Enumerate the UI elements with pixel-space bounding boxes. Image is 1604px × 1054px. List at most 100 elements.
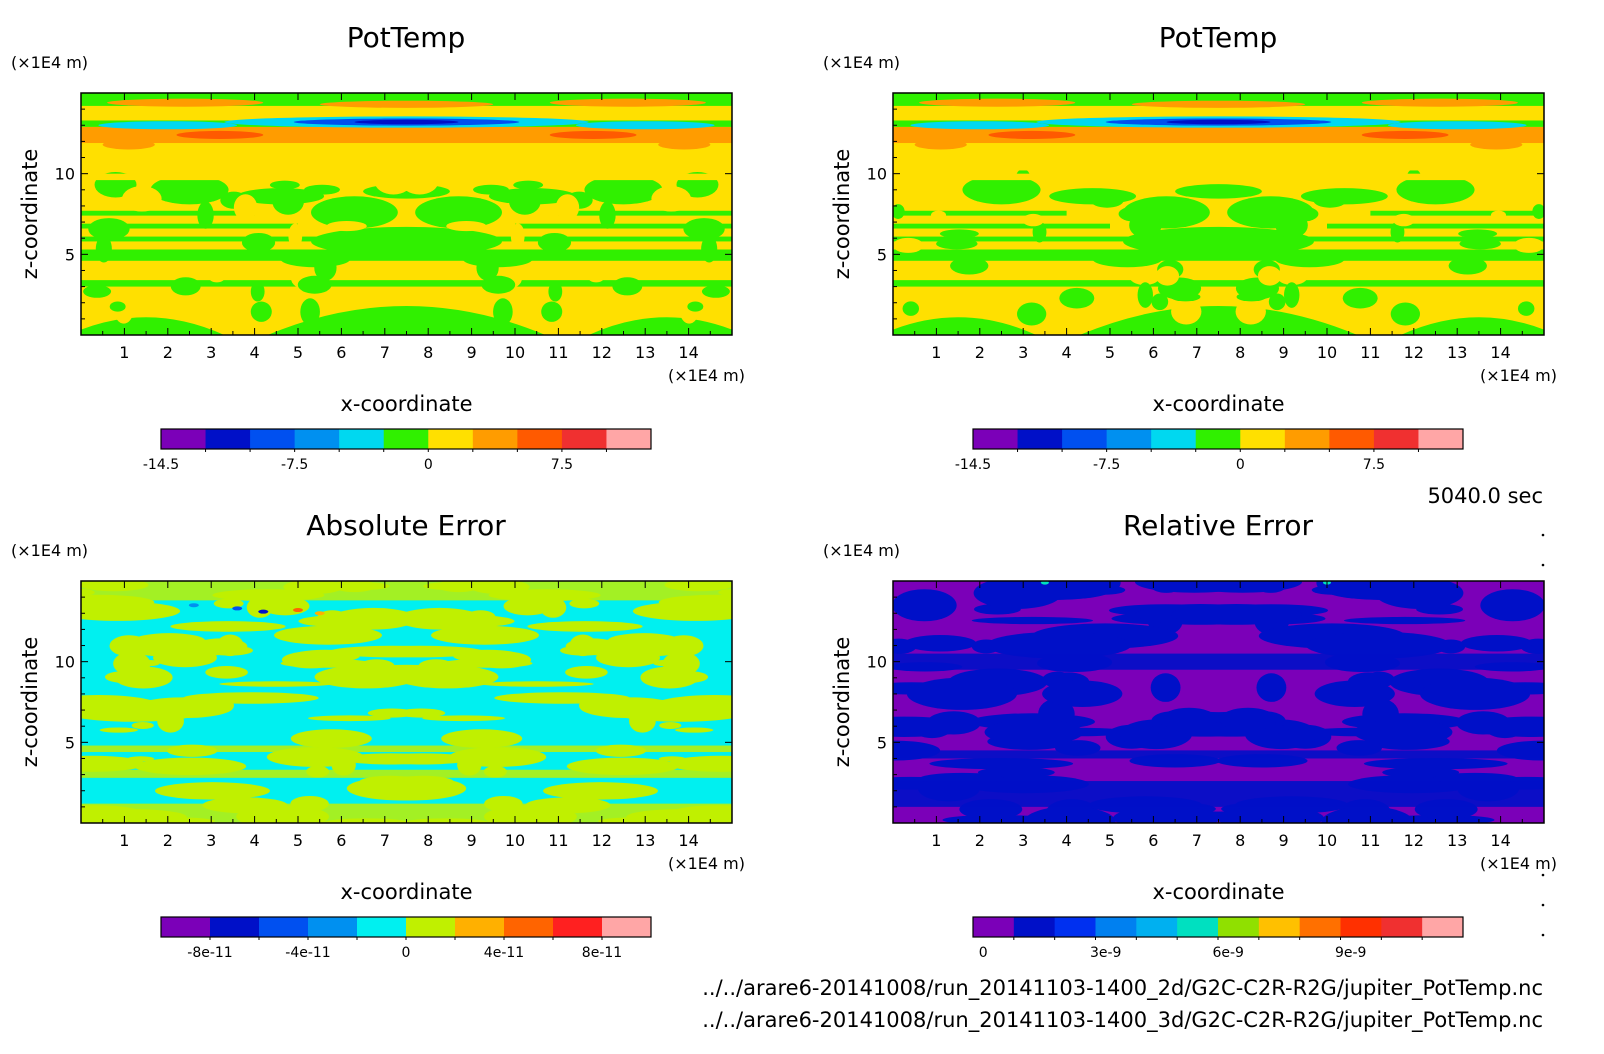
x-tick-label: 7 <box>380 831 390 850</box>
colorbar-swatch <box>553 917 603 937</box>
colorbar: -14.5 -7.5 0 7.5 <box>955 428 1464 473</box>
x-tick-label: 12 <box>1404 831 1424 850</box>
x-tick-label: 1 <box>119 831 129 850</box>
colorbar-label: 0 <box>1236 457 1245 473</box>
y-axis-label: z-coordinate <box>830 149 854 280</box>
x-tick-label: 8 <box>1235 831 1245 850</box>
x-tick-label: 7 <box>1192 343 1202 362</box>
colorbar-swatch <box>973 917 1015 937</box>
colorbar-label: -4e-11 <box>285 945 330 961</box>
colorbar-swatch <box>1329 429 1375 449</box>
x-tick-label: 12 <box>592 831 612 850</box>
colorbar: 0 3e-9 6e-9 9e-9 <box>972 916 1464 961</box>
x-tick-label: 4 <box>1062 343 1072 362</box>
colorbar-swatch <box>1422 917 1464 937</box>
x-tick-label: 14 <box>1490 343 1510 362</box>
x-tick-label: 6 <box>1148 831 1158 850</box>
x-tick-label: 11 <box>548 343 568 362</box>
colorbar-label: 4e-11 <box>484 945 524 961</box>
colorbar-swatch <box>294 429 340 449</box>
x-tick-label: 13 <box>1447 831 1467 850</box>
colorbar-swatch <box>1340 917 1382 937</box>
x-tick-label: 5 <box>1105 343 1115 362</box>
margin-dots <box>1541 533 1545 937</box>
colorbar-swatch <box>428 429 474 449</box>
x-tick-label: 2 <box>163 343 173 362</box>
x-unit-label: (×1E4 m) <box>668 366 745 385</box>
colorbar-swatch <box>606 429 652 449</box>
colorbar-swatch <box>1240 429 1286 449</box>
panel-1: PotTemp(×1E4 m)1 2 3 4 5 6 7 8 9 10 11 12 13 14510(×1… <box>11 21 745 473</box>
y-tick-label: 5 <box>877 733 887 752</box>
colorbar-swatch <box>602 917 652 937</box>
x-tick-label: 14 <box>678 343 698 362</box>
colorbar-swatch <box>250 429 296 449</box>
colorbar-label: -8e-11 <box>187 945 232 961</box>
colorbar-swatch <box>973 429 1019 449</box>
y-axis-label: z-coordinate <box>18 637 42 768</box>
y-tick-label: 5 <box>65 245 75 264</box>
colorbar-swatch <box>383 429 429 449</box>
x-tick-label: 10 <box>1317 343 1337 362</box>
x-axis-label: x-coordinate <box>1152 880 1284 904</box>
colorbar-label: 0 <box>979 945 988 961</box>
colorbar-swatch <box>1017 429 1063 449</box>
x-tick-label: 5 <box>293 343 303 362</box>
x-tick-label: 12 <box>1404 343 1424 362</box>
heatmap-field <box>81 581 732 823</box>
colorbar-swatch <box>1381 917 1423 937</box>
colorbar-label: -14.5 <box>143 457 179 473</box>
x-tick-label: 11 <box>548 831 568 850</box>
colorbar-swatch <box>1177 917 1219 937</box>
colorbar-swatch <box>1151 429 1197 449</box>
heatmap-field <box>893 581 1544 823</box>
colorbar-label: 3e-9 <box>1090 945 1121 961</box>
colorbar-label: 0 <box>424 457 433 473</box>
x-axis-label: x-coordinate <box>340 392 472 416</box>
colorbar-label: 8e-11 <box>582 945 622 961</box>
colorbar: -14.5 -7.5 0 7.5 <box>143 428 652 473</box>
colorbar-swatch <box>259 917 309 937</box>
x-tick-label: 5 <box>1105 831 1115 850</box>
colorbar-label: 9e-9 <box>1335 945 1366 961</box>
colorbar-swatch <box>1062 429 1108 449</box>
colorbar-swatch <box>517 429 563 449</box>
colorbar-label: -14.5 <box>955 457 991 473</box>
colorbar-frame <box>160 428 652 450</box>
x-tick-label: 2 <box>975 831 985 850</box>
x-tick-label: 4 <box>250 831 260 850</box>
x-tick-label: 9 <box>1279 831 1289 850</box>
colorbar-swatch <box>210 917 260 937</box>
x-tick-label: 1 <box>119 343 129 362</box>
x-tick-label: 4 <box>1062 831 1072 850</box>
x-tick-label: 10 <box>505 343 525 362</box>
heatmap-field <box>893 93 1544 335</box>
y-unit-label: (×1E4 m) <box>823 53 900 72</box>
colorbar-swatch <box>1054 917 1096 937</box>
x-tick-label: 3 <box>1018 343 1028 362</box>
x-tick-label: 7 <box>1192 831 1202 850</box>
x-tick-label: 4 <box>250 343 260 362</box>
x-tick-label: 1 <box>931 343 941 362</box>
colorbar-swatch <box>339 429 385 449</box>
x-tick-label: 13 <box>635 831 655 850</box>
heatmap-field <box>81 93 732 335</box>
x-tick-label: 12 <box>592 343 612 362</box>
colorbar-label: 6e-9 <box>1212 945 1243 961</box>
colorbar: -8e-11 -4e-11 0 4e-11 8e-11 <box>160 916 652 961</box>
colorbar-swatch <box>1218 917 1260 937</box>
y-unit-label: (×1E4 m) <box>11 541 88 560</box>
x-tick-label: 1 <box>931 831 941 850</box>
colorbar-swatch <box>472 429 518 449</box>
colorbar-swatch <box>1013 917 1056 937</box>
colorbar-swatch <box>561 429 607 449</box>
colorbar-label: -7.5 <box>281 457 308 473</box>
x-unit-label: (×1E4 m) <box>1480 366 1557 385</box>
panel-title: Absolute Error <box>306 509 506 542</box>
x-tick-label: 6 <box>336 831 346 850</box>
colorbar-label: 7.5 <box>1363 457 1385 473</box>
panel-4: Relative Error(×1E4 m)1 2 3 4 5 6 7 8 9 10 11 12 13 1… <box>823 509 1557 961</box>
x-tick-label: 3 <box>206 343 216 362</box>
panel-2: PotTemp(×1E4 m)1 2 3 4 5 6 7 8 9 10 11 12 13 14510(×1… <box>823 21 1557 473</box>
colorbar-swatch <box>308 917 358 937</box>
